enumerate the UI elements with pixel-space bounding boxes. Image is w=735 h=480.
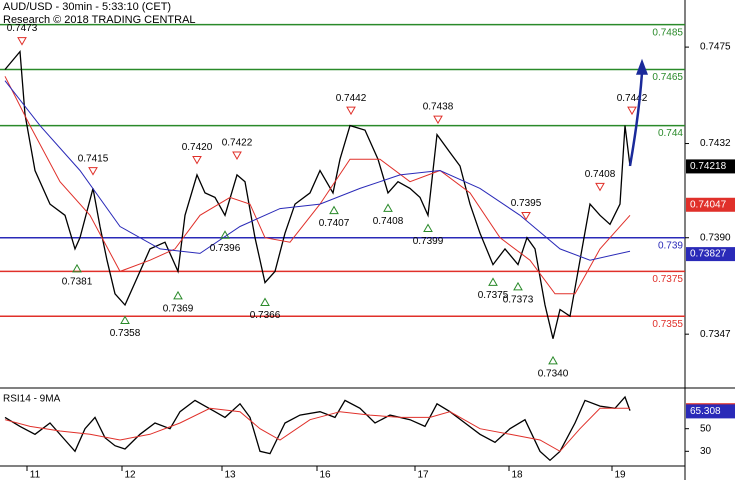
low-marker — [383, 203, 393, 212]
high-label: 0.7395 — [511, 198, 542, 209]
series-line — [4, 76, 631, 295]
low-label: 0.7375 — [478, 290, 509, 301]
forecast-arrow — [628, 72, 644, 167]
low-label: 0.7381 — [62, 277, 93, 288]
price-tag-label: 65.308 — [690, 406, 721, 417]
series-line — [4, 407, 630, 452]
series-line — [4, 395, 631, 462]
high-marker — [433, 115, 443, 125]
high-marker — [17, 37, 27, 46]
low-label: 0.7407 — [319, 218, 350, 229]
price-tag — [686, 247, 735, 262]
low-marker — [120, 315, 130, 325]
x-tick-label: 11 — [30, 470, 41, 480]
y-tick-label: 50 — [700, 423, 712, 434]
low-marker — [513, 281, 523, 291]
y-tick-label: 0.7475 — [700, 42, 731, 53]
low-label: 0.7399 — [413, 236, 444, 247]
y-tick-label: 0.7432 — [700, 138, 731, 149]
high-marker — [232, 151, 242, 160]
low-marker — [329, 205, 339, 215]
low-marker — [173, 290, 183, 300]
x-tick-label: 19 — [614, 470, 626, 480]
level-label: 0.7355 — [652, 319, 683, 330]
arrow-head — [636, 58, 648, 75]
high-label: 0.7408 — [585, 169, 616, 180]
low-marker — [423, 223, 433, 233]
x-tick-label: 17 — [417, 470, 429, 480]
low-marker — [260, 297, 270, 307]
high-marker — [627, 106, 637, 116]
high-marker — [346, 106, 356, 116]
series-line — [4, 49, 631, 339]
low-marker — [72, 263, 82, 273]
high-label: 0.7473 — [7, 23, 38, 34]
high-label: 0.7442 — [336, 93, 367, 104]
y-tick-label: 30 — [700, 446, 712, 457]
low-marker — [220, 230, 230, 239]
price-tag-label: 0.73827 — [690, 249, 727, 260]
level-label: 0.7375 — [652, 274, 683, 285]
high-label: 0.7438 — [423, 102, 454, 113]
high-label: 0.7422 — [222, 138, 253, 149]
high-marker — [88, 167, 98, 176]
price-tag — [686, 159, 735, 174]
y-tick-label: 0.7347 — [700, 329, 731, 340]
chart-title: AUD/USD - 30min - 5:33:10 (CET) — [3, 1, 171, 13]
x-tick-label: 12 — [124, 470, 136, 480]
high-label: 0.7415 — [78, 153, 109, 164]
high-label: 0.7420 — [182, 142, 213, 153]
high-marker — [521, 212, 531, 221]
low-marker — [488, 277, 498, 286]
low-label: 0.7373 — [503, 295, 534, 306]
low-label: 0.7366 — [250, 310, 281, 321]
high-label: 0.7442 — [617, 93, 648, 104]
series-line — [4, 80, 631, 261]
x-tick-label: 13 — [224, 470, 236, 480]
low-label: 0.7369 — [163, 303, 194, 314]
low-label: 0.7396 — [210, 243, 241, 254]
low-label: 0.7408 — [373, 216, 404, 227]
price-tag-label: 0.74218 — [690, 161, 727, 172]
high-marker — [595, 182, 605, 192]
chart-subtitle: Research © 2018 TRADING CENTRAL — [3, 14, 196, 26]
level-label: 0.7465 — [652, 72, 683, 83]
low-marker — [548, 355, 558, 365]
price-tag — [686, 197, 735, 212]
level-label: 0.7485 — [652, 27, 683, 38]
level-label: 0.744 — [658, 128, 683, 139]
x-tick-label: 16 — [319, 470, 331, 480]
y-tick-label: 0.7390 — [700, 232, 731, 243]
high-marker — [192, 155, 202, 165]
low-label: 0.7358 — [110, 328, 141, 339]
low-label: 0.7340 — [538, 369, 569, 380]
price-tag-label: 0.74047 — [690, 199, 727, 210]
level-label: 0.739 — [658, 240, 683, 251]
indicator-title: RSI14 - 9MA — [3, 394, 61, 405]
x-tick-label: 18 — [511, 470, 523, 480]
price-tag — [686, 404, 735, 419]
